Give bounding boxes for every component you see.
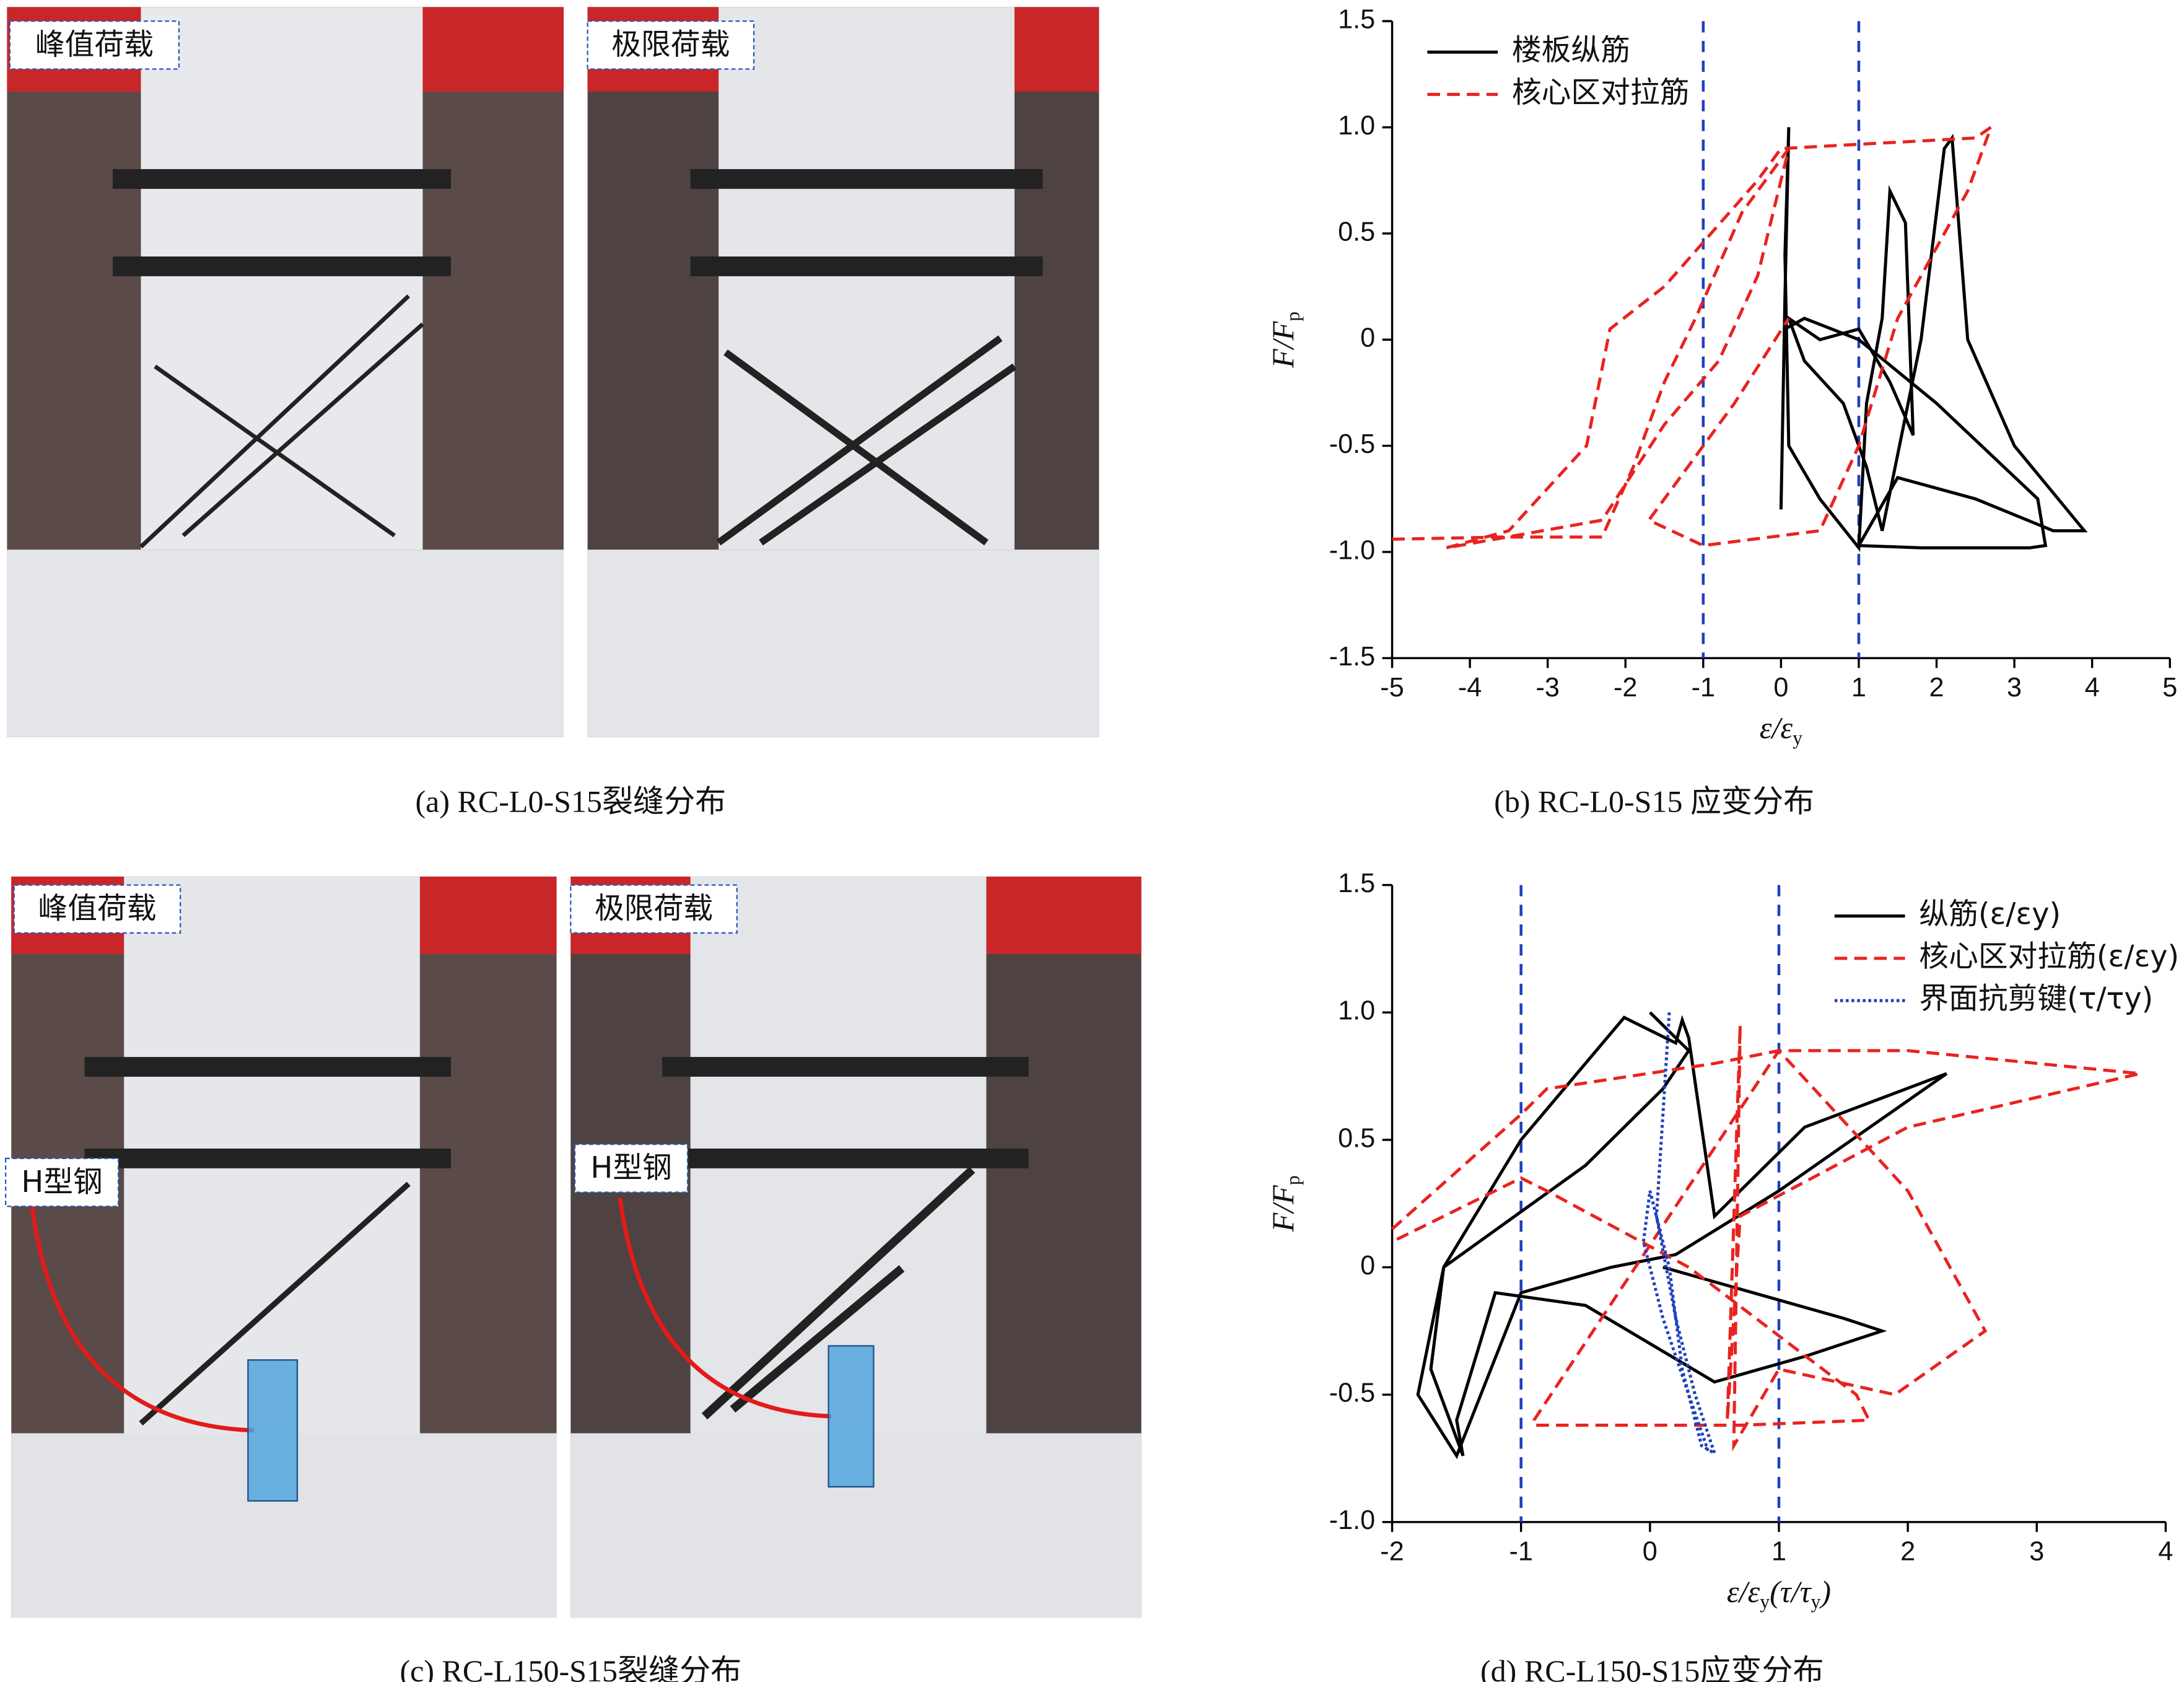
y-tick-label: -1.0	[1329, 535, 1375, 565]
rod	[112, 169, 451, 189]
series-line	[1392, 123, 1994, 550]
y-tick-label: -1.0	[1329, 1505, 1375, 1535]
rod	[662, 1057, 1029, 1077]
photo-c: 峰值荷载 极限荷载 H型钢 H型钢 (c) RC-L150-S15裂缝分布	[4, 876, 1142, 1682]
steel-line	[28, 1198, 254, 1433]
x-axis-label: ε/εy(τ/τy)	[1727, 1575, 1831, 1613]
x-tick-label: -1	[1692, 673, 1715, 703]
crack	[716, 335, 1017, 546]
series-line	[1416, 1011, 1948, 1460]
shear-key	[247, 1359, 299, 1502]
y-tick-label: 1.0	[1338, 111, 1375, 141]
slab	[7, 550, 564, 737]
label-box	[574, 1144, 689, 1193]
crack	[701, 1167, 976, 1420]
x-tick-label: 0	[1773, 673, 1788, 703]
x-tick-label: -4	[1458, 673, 1482, 703]
x-axis-label-part: (τ/τ	[1770, 1575, 1812, 1610]
rod	[662, 1148, 1029, 1168]
y-tick-label: 1.5	[1338, 869, 1375, 898]
x-axis-label-part: )	[1819, 1575, 1831, 1610]
x-tick-label: 3	[2029, 1536, 2044, 1566]
x-tick-label: -2	[1380, 1536, 1404, 1566]
photo-label: H型钢	[590, 1151, 671, 1185]
rod	[690, 256, 1043, 276]
rod	[112, 256, 451, 276]
photo-label: 峰值荷载	[38, 892, 156, 926]
y-tick-label: -0.5	[1329, 429, 1375, 459]
x-tick-label: 4	[2158, 1536, 2173, 1566]
slab	[587, 550, 1099, 737]
rod	[84, 1057, 451, 1077]
photo-label: 极限荷载	[611, 28, 730, 62]
y-tick-label: 0.5	[1338, 217, 1375, 247]
caption: (b) RC-L0-S15 应变分布	[1494, 784, 1814, 818]
x-tick-label: 2	[1929, 673, 1944, 703]
photo-a: 峰值荷载 极限荷载 (a) RC-L0-S15裂缝分布	[7, 7, 1099, 818]
x-tick-label: 2	[1900, 1536, 1915, 1566]
series-line	[1391, 1025, 2141, 1452]
x-tick-label: 1	[1851, 673, 1866, 703]
y-tick-label: 0.5	[1338, 1123, 1375, 1153]
label-box	[570, 884, 738, 934]
y-tick-label: 0	[1360, 323, 1375, 353]
legend-label: 楼板纵筋	[1512, 33, 1630, 68]
y-axis-label: F/Fp	[1265, 312, 1303, 369]
x-tick-label: -3	[1535, 673, 1559, 703]
y-axis-label: F/Fp	[1265, 1175, 1303, 1232]
y-tick-label: 0	[1360, 1251, 1375, 1281]
legend-label: 核心区对拉筋	[1512, 76, 1690, 110]
x-tick-label: 4	[2085, 673, 2100, 703]
rod	[84, 1148, 451, 1168]
y-axis-label-part: p	[1282, 312, 1304, 322]
y-axis-label-part: F/F	[1265, 321, 1300, 368]
legend-label: 界面抗剪键(τ/τy)	[1919, 982, 2153, 1016]
series-line	[1641, 1012, 1718, 1457]
y-tick-label: -0.5	[1329, 1378, 1375, 1408]
rod	[690, 169, 1043, 189]
y-tick-label: 1.5	[1338, 5, 1375, 35]
caption: (a) RC-L0-S15裂缝分布	[415, 784, 726, 818]
x-tick-label: 5	[2162, 673, 2177, 703]
x-axis-label-part: ε/ε	[1760, 711, 1793, 745]
label-box	[4, 1157, 120, 1207]
x-tick-label: 1	[1771, 1536, 1786, 1566]
x-axis-label-part: y	[1793, 727, 1802, 749]
caption: (d) RC-L150-S15应变分布	[1480, 1654, 1824, 1682]
caption: (c) RC-L150-S15裂缝分布	[400, 1654, 741, 1682]
y-tick-label: 1.0	[1338, 996, 1375, 1026]
label-box	[13, 884, 181, 934]
x-axis-label: ε/εy	[1760, 711, 1802, 748]
x-tick-label: 0	[1643, 1536, 1658, 1566]
y-axis-label-part: F/F	[1265, 1185, 1300, 1232]
wall	[141, 7, 423, 550]
legend-label: 纵筋(ε/εy)	[1919, 898, 2061, 932]
x-tick-label: -2	[1614, 673, 1637, 703]
series-line	[1779, 127, 2088, 552]
photo-label: H型钢	[21, 1165, 102, 1199]
y-tick-label: -1.5	[1329, 642, 1375, 672]
crack	[139, 1181, 411, 1426]
steel-line	[618, 1198, 832, 1419]
legend-label: 核心区对拉筋(ε/εy)	[1919, 940, 2179, 974]
shear-key	[828, 1345, 875, 1488]
x-axis-label-part: ε/ε	[1727, 1575, 1760, 1610]
crack	[139, 294, 424, 549]
x-tick-label: 3	[2007, 673, 2022, 703]
x-axis-label-part: y	[1811, 1591, 1820, 1613]
y-axis-label-part: p	[1282, 1175, 1304, 1185]
x-axis-label-part: y	[1760, 1591, 1770, 1613]
label-box	[9, 20, 180, 70]
x-tick-label: -5	[1380, 673, 1404, 703]
photo-label: 极限荷载	[595, 892, 713, 926]
photo-label: 峰值荷载	[35, 28, 154, 62]
label-box	[587, 20, 755, 70]
x-tick-label: -1	[1509, 1536, 1532, 1566]
